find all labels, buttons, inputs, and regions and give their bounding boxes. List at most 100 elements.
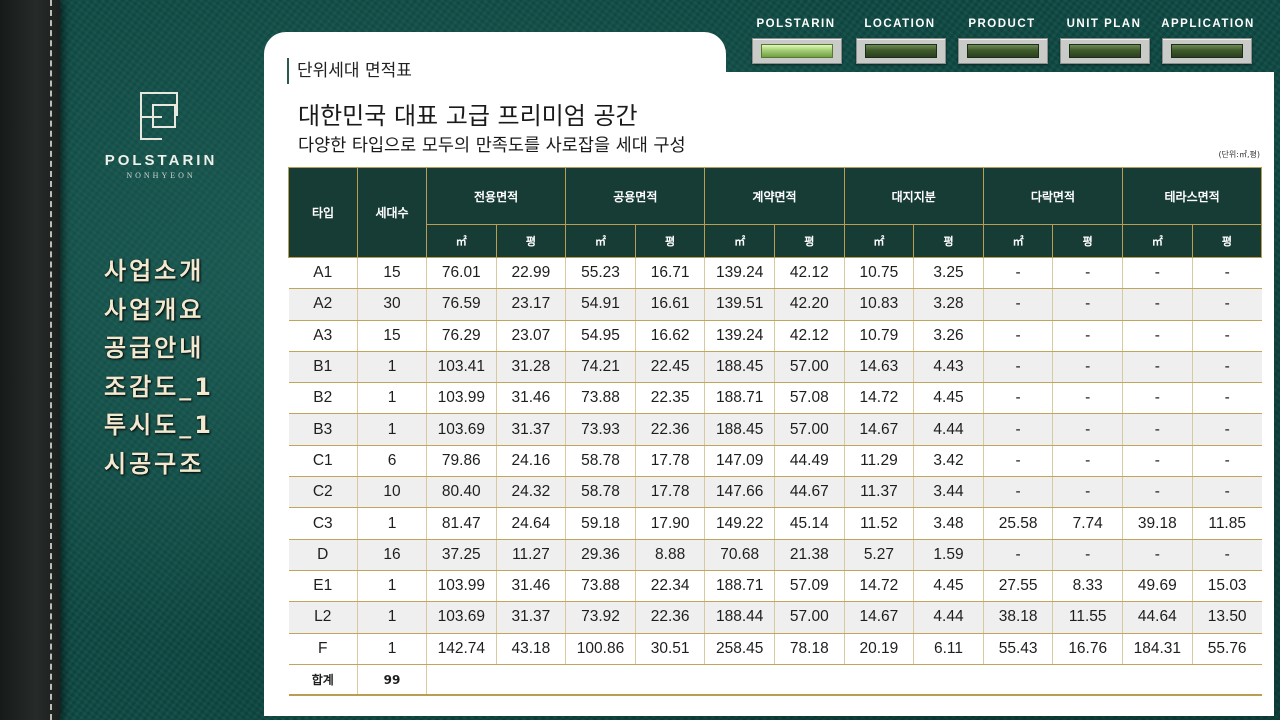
table-cell: 55.76 [1191, 633, 1262, 665]
table-cell: 7.74 [1052, 507, 1123, 540]
table-cell: - [1052, 413, 1123, 446]
header-unit-pyeong: 평 [1052, 224, 1124, 258]
nav-product[interactable]: PRODUCT [954, 6, 1050, 68]
nav-polstarin[interactable]: POLSTARIN [748, 6, 844, 68]
cell-count: 1 [357, 507, 427, 540]
table-cell: - [1052, 382, 1123, 415]
table-row: B2 1 103.99 31.46 73.88 22.35 188.71 57.08 14.72… [288, 382, 1262, 415]
side-menu-item-construction[interactable]: 시공구조 [104, 449, 205, 478]
table-cell: 24.64 [495, 507, 566, 540]
table-cell: - [1122, 288, 1193, 321]
side-menu-item-business-overview[interactable]: 사업개요 [104, 295, 205, 324]
table-cell: 188.45 [704, 351, 775, 384]
section-label: 단위세대 면적표 [287, 58, 412, 84]
nav-location-label: LOCATION [864, 18, 936, 30]
table-cell: 17.78 [634, 476, 705, 509]
top-nav: POLSTARIN LOCATION PRODUCT UNIT PLAN APP… [748, 6, 1268, 68]
cell-type: B2 [288, 382, 358, 415]
table-cell: 184.31 [1122, 633, 1193, 665]
table-cell: 3.26 [913, 320, 984, 352]
table-cell: 73.88 [565, 570, 636, 603]
cell-type: A1 [288, 257, 358, 290]
table-cell: 11.27 [495, 539, 566, 571]
table-cell: 10.79 [843, 320, 914, 352]
nav-unit-plan[interactable]: UNIT PLAN [1056, 6, 1152, 68]
table-cell: 42.12 [774, 257, 845, 290]
nav-polstarin-button[interactable] [752, 38, 842, 64]
table-cell: 103.69 [426, 413, 497, 446]
table-cell: 149.22 [704, 507, 775, 540]
table-cell: 16.62 [634, 320, 705, 352]
table-cell: 4.45 [913, 570, 984, 603]
table-cell: - [982, 445, 1053, 478]
nav-location[interactable]: LOCATION [852, 6, 948, 68]
nav-product-button[interactable] [958, 38, 1048, 64]
table-cell: 45.14 [774, 507, 845, 540]
table-cell: 23.17 [495, 288, 566, 321]
table-cell: 17.90 [634, 507, 705, 540]
cell-count: 1 [357, 413, 427, 446]
side-menu: 사업소개 사업개요 공급안내 조감도_1 투시도_1 시공구조 [104, 252, 214, 483]
table-cell: 188.71 [704, 570, 775, 603]
table-cell: - [1122, 257, 1193, 290]
brand-logo[interactable]: POLSTARIN NONHYEON [96, 88, 226, 180]
table-cell: 57.00 [774, 413, 845, 446]
table-cell: 14.72 [843, 382, 914, 415]
table-row: A3 15 76.29 23.07 54.95 16.62 139.24 42.12 10.79… [288, 320, 1262, 352]
table-cell: 4.45 [913, 382, 984, 415]
side-menu-item-supply-info[interactable]: 공급안내 [104, 334, 205, 362]
cell-count: 10 [357, 476, 427, 509]
side-menu-item-business-intro[interactable]: 사업소개 [104, 257, 205, 285]
table-cell: 31.28 [495, 351, 566, 384]
table-cell: - [1191, 288, 1262, 321]
table-cell: - [1191, 351, 1262, 384]
table-row: A2 30 76.59 23.17 54.91 16.61 139.51 42.20 10.83… [288, 288, 1262, 321]
table-cell: 11.29 [843, 445, 914, 478]
side-menu-item-birdseye-view[interactable]: 조감도_1 [104, 372, 214, 401]
table-cell: - [1191, 445, 1262, 478]
header-type: 타입 [288, 167, 358, 258]
nav-application[interactable]: APPLICATION [1158, 6, 1258, 68]
table-cell: 22.36 [634, 413, 705, 446]
table-cell: - [1191, 382, 1262, 415]
cell-count: 6 [357, 445, 427, 478]
nav-location-button[interactable] [856, 38, 946, 64]
table-cell: 20.19 [843, 633, 914, 665]
cell-count: 30 [357, 288, 427, 321]
table-cell: - [982, 288, 1053, 321]
table-cell: 43.18 [495, 633, 566, 665]
header-unit-m2: ㎡ [1122, 224, 1193, 258]
table-cell: 55.23 [565, 257, 636, 290]
cell-type: B3 [288, 413, 358, 446]
table-cell: - [1122, 382, 1193, 415]
table-cell: - [1191, 539, 1262, 571]
header-group-contract: 계약면적 [704, 167, 845, 225]
table-cell: - [982, 476, 1053, 509]
headline: 대한민국 대표 고급 프리미엄 공간 [298, 102, 638, 130]
header-unit-m2: ㎡ [982, 224, 1054, 258]
cell-type: A3 [288, 320, 358, 352]
nav-application-button[interactable] [1162, 38, 1252, 64]
brand-sub: NONHYEON [126, 171, 196, 180]
total-count: 99 [357, 664, 427, 697]
table-cell: 31.46 [495, 570, 566, 603]
header-unit-pyeong: 평 [495, 224, 567, 258]
table-row: C3 1 81.47 24.64 59.18 17.90 149.22 45.14 11.52 3… [288, 507, 1262, 540]
table-cell: - [1191, 476, 1262, 509]
nav-unit-plan-button[interactable] [1060, 38, 1150, 64]
table-cell: 24.16 [495, 445, 566, 478]
table-cell: 81.47 [426, 507, 497, 540]
table-cell: 58.78 [565, 445, 636, 478]
cell-type: E1 [288, 570, 358, 603]
side-menu-item-perspective[interactable]: 투시도_1 [104, 411, 214, 439]
table-row: A1 15 76.01 22.99 55.23 16.71 139.24 42.12 10.75… [288, 257, 1262, 290]
header-unit-m2: ㎡ [704, 224, 775, 258]
table-row: D 16 37.25 11.27 29.36 8.88 70.68 21.38 5.27 1.59… [288, 539, 1262, 571]
table-cell: 4.44 [913, 601, 984, 634]
table-cell: 147.66 [704, 476, 775, 509]
table-cell: 103.99 [426, 382, 497, 415]
table-cell: - [1122, 320, 1193, 352]
table-cell: 24.32 [495, 476, 566, 509]
table-cell: 16.71 [634, 257, 705, 290]
table-cell: 57.00 [774, 601, 845, 634]
